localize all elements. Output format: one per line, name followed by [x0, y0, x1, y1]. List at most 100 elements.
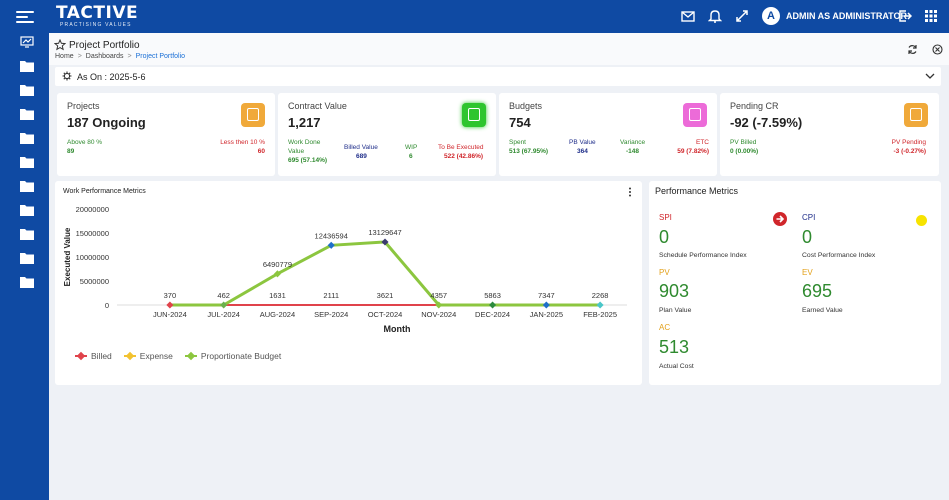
data-label: 2111 — [323, 291, 339, 300]
x-tick-label: NOV-2024 — [421, 310, 456, 319]
card-value: -92 (-7.59%) — [730, 115, 803, 130]
x-tick-label: JAN-2025 — [530, 310, 563, 319]
performance-metrics-panel: Performance Metrics SPI 0 Schedule Perfo… — [649, 181, 941, 385]
legend-item-billed[interactable]: Billed — [75, 351, 112, 361]
data-label: 370 — [164, 291, 177, 300]
folder-icon[interactable] — [20, 108, 34, 120]
folder-icon[interactable] — [20, 180, 34, 192]
apps-grid-icon[interactable] — [924, 9, 938, 23]
mail-icon[interactable] — [681, 9, 695, 23]
cpi-desc: Cost Performance Index — [802, 252, 876, 259]
spi-label: SPI — [659, 213, 672, 222]
panel-title: Performance Metrics — [655, 186, 739, 196]
ac-label: AC — [659, 323, 671, 332]
contract-badge-icon — [462, 103, 486, 127]
status-dot-icon — [916, 215, 927, 226]
folder-icon[interactable] — [20, 252, 34, 264]
as-on-bar[interactable]: As On : 2025-5-6 — [55, 67, 941, 86]
x-tick-label: SEP-2024 — [314, 310, 348, 319]
budgets-card: Budgets 754 Spent 513 (67.95%) PB Value 36… — [499, 93, 717, 176]
folder-icon[interactable] — [20, 60, 34, 72]
to-be-executed-stat: To Be Executed 522 (42.86%) — [438, 144, 484, 160]
pv-desc: Plan Value — [659, 307, 692, 314]
y-axis-title: Executed Value — [63, 227, 72, 286]
chart-title: Work Performance Metrics — [63, 188, 146, 195]
bell-icon[interactable] — [708, 9, 722, 23]
menu-icon[interactable] — [16, 11, 34, 23]
pending-cr-card: Pending CR -92 (-7.59%) PV Billed 0 (0.00… — [720, 93, 939, 176]
data-label: 13129647 — [368, 228, 401, 237]
spi-value: 0 — [659, 227, 670, 247]
fullscreen-icon[interactable] — [735, 9, 749, 23]
breadcrumb-home[interactable]: Home — [55, 53, 74, 60]
spi-desc: Schedule Performance Index — [659, 252, 747, 259]
billed-value-stat: Billed Value 689 — [344, 144, 378, 160]
top-bar: TACTIVE PRACTISING VALUES A ADMIN AS ADM… — [0, 0, 949, 33]
chart-legend: Billed Expense Proportionate Budget — [75, 351, 293, 361]
spent-stat: Spent 513 (67.95%) — [509, 139, 549, 155]
close-icon[interactable] — [932, 44, 943, 55]
refresh-icon[interactable] — [907, 44, 918, 55]
x-tick-label: DEC-2024 — [475, 310, 510, 319]
star-icon[interactable] — [54, 39, 66, 51]
variance-stat: Variance -148 — [620, 139, 646, 155]
projects-card: Projects 187 Ongoing Above 80 % 89 Less t… — [57, 93, 275, 176]
data-label: 3621 — [377, 291, 394, 300]
x-tick-label: FEB-2025 — [583, 310, 617, 319]
more-options-icon[interactable] — [628, 187, 632, 197]
card-title: Budgets — [509, 101, 543, 111]
y-tick-label: 0 — [105, 301, 109, 310]
x-tick-label: JUL-2024 — [207, 310, 240, 319]
breadcrumb-current: Project Portfolio — [135, 53, 186, 60]
pv-label: PV — [659, 268, 670, 277]
legend-item-budget[interactable]: Proportionate Budget — [184, 351, 281, 361]
as-on-date: As On : 2025-5-6 — [77, 72, 146, 82]
folder-icon[interactable] — [20, 132, 34, 144]
logo: TACTIVE PRACTISING VALUES — [56, 5, 138, 29]
data-label: 2268 — [592, 291, 609, 300]
username[interactable]: ADMIN AS ADMINISTRATOR — [786, 11, 907, 21]
sidebar — [0, 33, 49, 500]
x-tick-label: OCT-2024 — [368, 310, 403, 319]
above-80-stat: Above 80 % 89 — [67, 139, 103, 155]
avatar[interactable]: A — [762, 7, 780, 25]
x-axis-title: Month — [384, 324, 411, 334]
ev-label: EV — [802, 268, 813, 277]
ev-desc: Earned Value — [802, 307, 843, 314]
data-label: 4357 — [430, 291, 447, 300]
data-label: 12436594 — [315, 231, 348, 240]
pv-billed-stat: PV Billed 0 (0.00%) — [730, 139, 759, 155]
data-point-marker — [542, 301, 550, 309]
y-tick-label: 5000000 — [80, 277, 109, 286]
folder-icon[interactable] — [20, 228, 34, 240]
budgets-badge-icon — [683, 103, 707, 127]
arrow-right-icon[interactable] — [773, 212, 787, 226]
data-point-marker — [435, 301, 443, 309]
data-point-marker — [381, 238, 389, 246]
data-point-marker — [166, 301, 174, 309]
x-tick-label: AUG-2024 — [260, 310, 295, 319]
folder-icon[interactable] — [20, 204, 34, 216]
folder-icon[interactable] — [20, 276, 34, 288]
wip-stat: WIP 6 — [405, 144, 418, 160]
cpi-value: 0 — [802, 227, 813, 247]
pb-value-stat: PB Value 364 — [569, 139, 596, 155]
pv-value: 903 — [659, 281, 690, 301]
card-title: Pending CR — [730, 101, 779, 111]
legend-item-expense[interactable]: Expense — [123, 351, 173, 361]
folder-icon[interactable] — [20, 84, 34, 96]
logout-icon[interactable] — [898, 9, 912, 23]
data-label: 6490779 — [263, 260, 292, 269]
chevron-down-icon[interactable] — [925, 72, 935, 80]
card-value: 754 — [509, 115, 531, 130]
data-point-marker — [327, 241, 335, 249]
ev-value: 695 — [802, 281, 833, 301]
less-10-stat: Less then 10 % 60 — [220, 139, 265, 155]
contract-value-card: Contract Value 1,217 Work Done Value 695 … — [278, 93, 496, 176]
breadcrumb-dashboards[interactable]: Dashboards — [85, 53, 124, 60]
card-title: Projects — [67, 101, 100, 111]
logo-tagline: PRACTISING VALUES — [60, 22, 132, 28]
data-point-marker — [596, 301, 604, 309]
folder-icon[interactable] — [20, 156, 34, 168]
chart-icon[interactable] — [20, 36, 34, 48]
